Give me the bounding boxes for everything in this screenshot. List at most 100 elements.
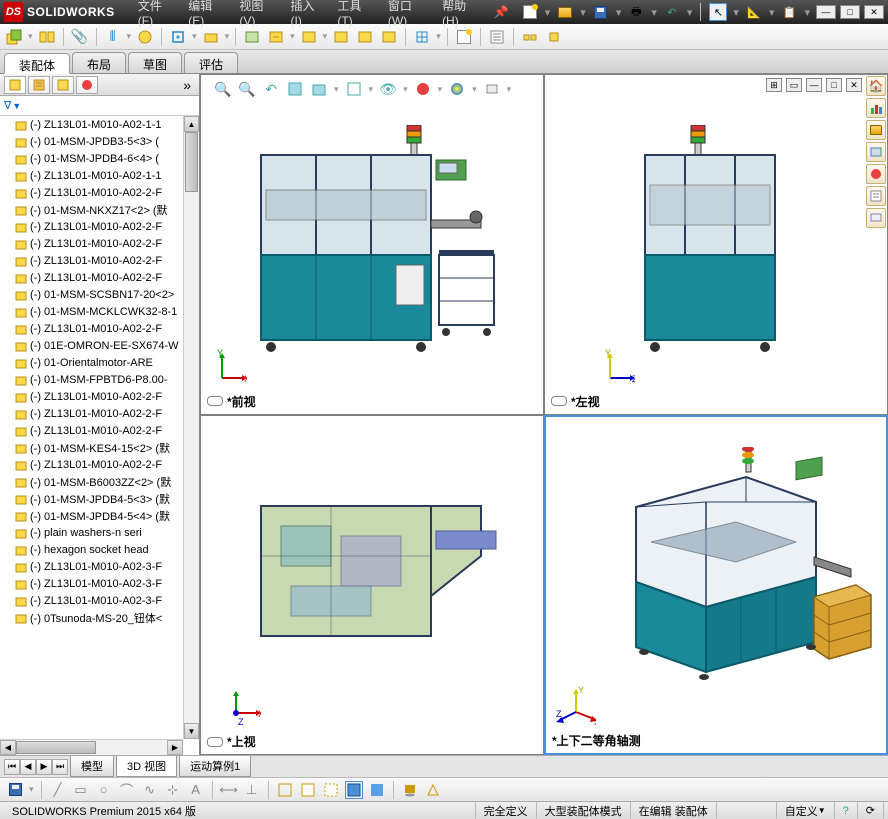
- tree-item[interactable]: (-) 01-MSM-KES4-15<2> (默: [0, 439, 183, 456]
- tool-bom-icon[interactable]: [487, 27, 507, 47]
- taskpane-view-icon[interactable]: [866, 142, 886, 162]
- zoom-fit-icon[interactable]: 🔍: [214, 80, 232, 98]
- bt-wire-icon[interactable]: [276, 781, 294, 799]
- tree-item[interactable]: (-) 01-MSM-JPDB4-5<4> (默: [0, 507, 183, 524]
- view-setting-icon[interactable]: [483, 80, 501, 98]
- tool-explode-icon[interactable]: [520, 27, 540, 47]
- tab-evaluate[interactable]: 评估: [184, 52, 238, 73]
- tree-item[interactable]: (-) 01-MSM-JPDB3-5<3> (: [0, 133, 183, 150]
- viewport-iso[interactable]: XYZ *上下二等角轴测: [544, 415, 888, 756]
- section-icon[interactable]: [286, 80, 304, 98]
- tree-item[interactable]: (-) ZL13L01-M010-A02-2-F: [0, 184, 183, 201]
- tool-assembly-icon[interactable]: [4, 27, 24, 47]
- scroll-thumb[interactable]: [185, 132, 198, 192]
- tree-item[interactable]: (-) 01-MSM-JPDB4-5<3> (默: [0, 490, 183, 507]
- tree-item[interactable]: (-) ZL13L01-M010-A02-1-1: [0, 116, 183, 133]
- tool-feat2-icon[interactable]: [266, 27, 286, 47]
- tree-item[interactable]: (-) plain washers-n seri: [0, 524, 183, 541]
- tool-mate-icon[interactable]: [37, 27, 57, 47]
- tool-feat1-icon[interactable]: [242, 27, 262, 47]
- menu-insert[interactable]: 插入(I): [285, 0, 330, 30]
- bt-shaded-edge-icon[interactable]: [345, 781, 363, 799]
- tree-item[interactable]: (-) ZL13L01-M010-A02-2-F: [0, 269, 183, 286]
- tool-clip-icon[interactable]: 📎: [70, 27, 90, 47]
- tree-item[interactable]: (-) 01-MSM-SCSBN17-20<2>: [0, 286, 183, 303]
- menu-file[interactable]: 文件(F): [132, 0, 181, 30]
- tool-show-icon[interactable]: [201, 27, 221, 47]
- tree-item[interactable]: (-) 01-MSM-MCKLCWK32-8-1: [0, 303, 183, 320]
- tool-new2-icon[interactable]: [454, 27, 474, 47]
- tab-prev-icon[interactable]: ◀: [20, 759, 36, 775]
- tree-item[interactable]: (-) ZL13L01-M010-A02-2-F: [0, 235, 183, 252]
- tab-first-icon[interactable]: ⏮: [4, 759, 20, 775]
- bt-point-icon[interactable]: ⊹: [164, 781, 182, 799]
- tab-layout[interactable]: 布局: [72, 52, 126, 73]
- bt-text-icon[interactable]: A: [187, 781, 205, 799]
- panel-tab-config-icon[interactable]: [28, 76, 50, 94]
- bt-arc-icon[interactable]: ⌒: [118, 781, 136, 799]
- tree-item[interactable]: (-) 0Tsunoda-MS-20_钮体<: [0, 609, 183, 626]
- tree-item[interactable]: (-) 01E-OMRON-EE-SX674-W: [0, 337, 183, 354]
- menu-edit[interactable]: 编辑(E): [182, 0, 231, 30]
- tab-sketch[interactable]: 草图: [128, 52, 182, 73]
- menu-window[interactable]: 窗口(W): [382, 0, 434, 30]
- tool-linear-icon[interactable]: ⦀: [103, 27, 123, 47]
- tab-last-icon[interactable]: ⏭: [52, 759, 68, 775]
- tree-item[interactable]: (-) ZL13L01-M010-A02-3-F: [0, 575, 183, 592]
- tree-item[interactable]: (-) ZL13L01-M010-A02-2-F: [0, 320, 183, 337]
- tree-item[interactable]: (-) ZL13L01-M010-A02-2-F: [0, 252, 183, 269]
- vp-close-icon[interactable]: ✕: [846, 78, 862, 92]
- taskpane-lib-icon[interactable]: [866, 98, 886, 118]
- hscroll-thumb[interactable]: [16, 741, 96, 754]
- status-rebuild-icon[interactable]: ⟳: [858, 802, 884, 819]
- panel-tab-appear-icon[interactable]: [76, 76, 98, 94]
- bt-hlv-icon[interactable]: [322, 781, 340, 799]
- open-icon[interactable]: [556, 3, 574, 21]
- vp-icon1[interactable]: ⊞: [766, 78, 782, 92]
- minimize-button[interactable]: —: [816, 5, 836, 19]
- tool-inst-icon[interactable]: [544, 27, 564, 47]
- tree-item[interactable]: (-) ZL13L01-M010-A02-1-1: [0, 167, 183, 184]
- zoom-area-icon[interactable]: 🔍: [238, 80, 256, 98]
- tree-item[interactable]: (-) 01-Orientalmotor-ARE: [0, 354, 183, 371]
- viewport-left[interactable]: ZY *左视: [544, 74, 888, 415]
- tree-item[interactable]: (-) ZL13L01-M010-A02-2-F: [0, 405, 183, 422]
- tree-item[interactable]: (-) ZL13L01-M010-A02-3-F: [0, 592, 183, 609]
- bt-line-icon[interactable]: ╱: [49, 781, 67, 799]
- tool-smart-icon[interactable]: [135, 27, 155, 47]
- tab-assembly[interactable]: 装配体: [4, 53, 70, 74]
- tool-feat4-icon[interactable]: [331, 27, 351, 47]
- tree-item[interactable]: (-) ZL13L01-M010-A02-2-F: [0, 456, 183, 473]
- bottom-tab-model[interactable]: 模型: [70, 756, 114, 777]
- undo-icon[interactable]: ↶: [663, 3, 681, 21]
- tree-item[interactable]: (-) 01-MSM-NKXZ17<2> (默: [0, 201, 183, 218]
- tree-item[interactable]: (-) ZL13L01-M010-A02-2-F: [0, 388, 183, 405]
- tree-vscroll[interactable]: ▲ ▼: [183, 116, 199, 739]
- bt-save-icon[interactable]: [6, 781, 24, 799]
- tree-item[interactable]: (-) 01-MSM-B6003ZZ<2> (默: [0, 473, 183, 490]
- save-icon[interactable]: [592, 3, 610, 21]
- new-icon[interactable]: [521, 3, 539, 21]
- viewport-top[interactable]: X Z *上视: [200, 415, 544, 756]
- bottom-tab-3dview[interactable]: 3D 视图: [116, 756, 177, 777]
- tree-item[interactable]: (-) ZL13L01-M010-A02-2-F: [0, 422, 183, 439]
- taskpane-home-icon[interactable]: 🏠: [866, 76, 886, 96]
- tree-item[interactable]: (-) 01-MSM-JPDB4-6<4> (: [0, 150, 183, 167]
- appearance-icon[interactable]: [414, 80, 432, 98]
- options-icon[interactable]: 📋: [780, 3, 798, 21]
- tree-item[interactable]: (-) ZL13L01-M010-A02-2-F: [0, 218, 183, 235]
- scroll-left-icon[interactable]: ◀: [0, 740, 16, 755]
- bt-circle-icon[interactable]: ○: [95, 781, 113, 799]
- scene-icon[interactable]: [448, 80, 466, 98]
- bt-dim-icon[interactable]: ⟷: [220, 781, 238, 799]
- bottom-tab-motion[interactable]: 运动算例1: [179, 756, 251, 777]
- tool-move-icon[interactable]: [168, 27, 188, 47]
- close-button[interactable]: ✕: [864, 5, 884, 19]
- bt-spline-icon[interactable]: ∿: [141, 781, 159, 799]
- bt-hlr-icon[interactable]: [299, 781, 317, 799]
- bt-shaded-icon[interactable]: [368, 781, 386, 799]
- taskpane-prop-icon[interactable]: [866, 186, 886, 206]
- status-custom[interactable]: 自定义 ▼: [777, 802, 835, 819]
- scroll-up-icon[interactable]: ▲: [184, 116, 199, 132]
- viewport-front[interactable]: XY *前视: [200, 74, 544, 415]
